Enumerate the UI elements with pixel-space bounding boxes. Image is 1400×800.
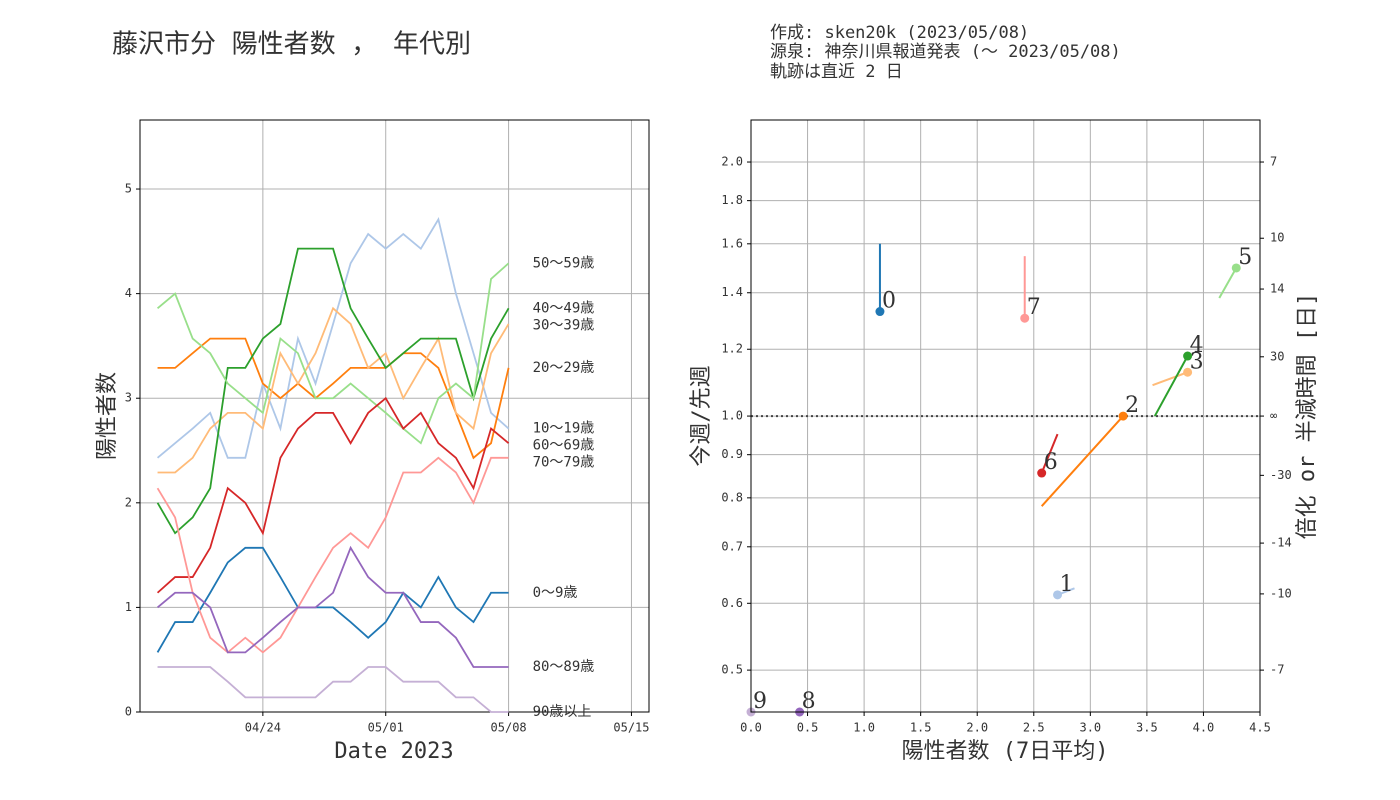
series-line bbox=[156, 247, 510, 535]
y-axis-label: 陽性者数 bbox=[95, 372, 120, 460]
x-tick-label: 4.5 bbox=[1249, 721, 1271, 735]
x-tick-label: 05/01 bbox=[368, 721, 404, 735]
series-line bbox=[156, 546, 509, 653]
y-tick-label: 2.0 bbox=[721, 155, 743, 169]
series-label: 80～89歳 bbox=[533, 659, 595, 675]
y-tick-label: 1.0 bbox=[721, 409, 743, 423]
y-tick-label: 0 bbox=[125, 705, 132, 719]
x-tick-label: 3.5 bbox=[1136, 721, 1158, 735]
series-line bbox=[157, 337, 510, 460]
y-tick-label: 4 bbox=[125, 286, 132, 300]
chart-title: 藤沢市分 陽性者数 ， 年代別 bbox=[112, 30, 471, 60]
x-tick-label: 4.0 bbox=[1193, 721, 1215, 735]
y-tick-label: 0.6 bbox=[721, 596, 743, 610]
trajectory-line bbox=[1218, 267, 1238, 299]
y-tick-label: 1.6 bbox=[721, 236, 743, 250]
y-tick-label: 5 bbox=[125, 182, 132, 196]
point-label: 1 bbox=[1060, 572, 1074, 597]
series-line bbox=[156, 262, 510, 445]
point-label: 2 bbox=[1125, 393, 1139, 418]
series-label: 0～9歳 bbox=[533, 585, 578, 601]
annotation: 作成: sken20k (2023/05/08) bbox=[770, 23, 1029, 43]
series-label: 90歳以上 bbox=[533, 704, 592, 720]
trajectory-line bbox=[1040, 415, 1124, 507]
series-line bbox=[156, 456, 509, 654]
y2-tick-label: -14 bbox=[1270, 536, 1292, 550]
series-line bbox=[156, 396, 510, 594]
point bbox=[1020, 313, 1030, 323]
y-tick-label: 0.5 bbox=[721, 663, 743, 677]
x-axis-label: Date 2023 bbox=[334, 739, 453, 764]
series-line bbox=[156, 217, 510, 459]
y-tick-label: 1.2 bbox=[721, 342, 743, 356]
y2-tick-label: 10 bbox=[1270, 231, 1284, 245]
y-tick-label: 1.4 bbox=[721, 285, 743, 299]
point-label: 7 bbox=[1027, 295, 1041, 320]
x-tick-label: 2.0 bbox=[966, 721, 988, 735]
x-tick-label: 04/24 bbox=[245, 721, 281, 735]
series-label: 10～19歳 bbox=[533, 421, 595, 437]
point bbox=[1231, 263, 1241, 273]
trajectory-line bbox=[1040, 433, 1059, 474]
point-label: 8 bbox=[802, 689, 816, 714]
series-label: 20～29歳 bbox=[533, 360, 595, 376]
point bbox=[1053, 590, 1063, 600]
y-tick-label: 1.8 bbox=[721, 193, 743, 207]
y-tick-label: 2 bbox=[125, 495, 132, 509]
x-tick-label: 05/15 bbox=[613, 721, 649, 735]
y2-tick-label: ∞ bbox=[1270, 409, 1277, 423]
series-label: 50～59歳 bbox=[533, 255, 595, 271]
y-tick-label: 0.7 bbox=[721, 539, 743, 553]
point bbox=[1183, 367, 1193, 377]
series-label: 70～79歳 bbox=[533, 455, 595, 471]
point bbox=[875, 307, 885, 317]
y-tick-label: 0.9 bbox=[721, 447, 743, 461]
point-label: 0 bbox=[882, 289, 896, 314]
point-label: 9 bbox=[753, 689, 767, 714]
x-tick-label: 0.5 bbox=[797, 721, 819, 735]
x-tick-label: 05/08 bbox=[491, 721, 527, 735]
point-label: 3 bbox=[1190, 349, 1204, 374]
annotation: 源泉: 神奈川県報道発表 (～ 2023/05/08) bbox=[770, 42, 1121, 62]
y-axis-label: 今週/先週 bbox=[689, 365, 714, 466]
point-label: 4 bbox=[1190, 333, 1204, 358]
point-label: 6 bbox=[1044, 450, 1058, 475]
series-label: 40～49歳 bbox=[533, 300, 595, 316]
plot-frame bbox=[750, 119, 1261, 713]
y2-tick-label: -10 bbox=[1270, 586, 1292, 600]
x-tick-label: 2.5 bbox=[1023, 721, 1045, 735]
y2-tick-label: -7 bbox=[1270, 663, 1284, 677]
y2-tick-label: 7 bbox=[1270, 155, 1277, 169]
y-tick-label: 3 bbox=[125, 391, 132, 405]
x-tick-label: 1.5 bbox=[910, 721, 932, 735]
x-axis-label: 陽性者数 (7日平均) bbox=[902, 739, 1109, 764]
plot-frame bbox=[139, 119, 650, 713]
point-label: 5 bbox=[1238, 245, 1252, 270]
annotation: 軌跡は直近 2 日 bbox=[770, 62, 903, 82]
trajectory-line bbox=[1153, 355, 1189, 417]
x-tick-label: 3.0 bbox=[1079, 721, 1101, 735]
series-line bbox=[157, 666, 509, 713]
series-label: 60～69歳 bbox=[533, 438, 595, 454]
series-label: 30～39歳 bbox=[533, 317, 595, 333]
y2-tick-label: 14 bbox=[1270, 282, 1284, 296]
x-tick-label: 0.0 bbox=[740, 721, 762, 735]
y2-tick-label: -30 bbox=[1270, 468, 1292, 482]
y-tick-label: 1 bbox=[125, 600, 132, 614]
x-tick-label: 1.0 bbox=[853, 721, 875, 735]
y2-tick-label: 30 bbox=[1270, 349, 1284, 363]
series-line bbox=[156, 545, 509, 668]
point bbox=[1037, 468, 1047, 478]
y2-axis-label: 倍化 or 半減時間 [日] bbox=[1295, 293, 1320, 540]
point bbox=[1183, 351, 1193, 361]
trajectory-line bbox=[1152, 371, 1188, 387]
series-line bbox=[157, 306, 510, 474]
point bbox=[1118, 411, 1128, 421]
y-tick-label: 0.8 bbox=[721, 490, 743, 504]
